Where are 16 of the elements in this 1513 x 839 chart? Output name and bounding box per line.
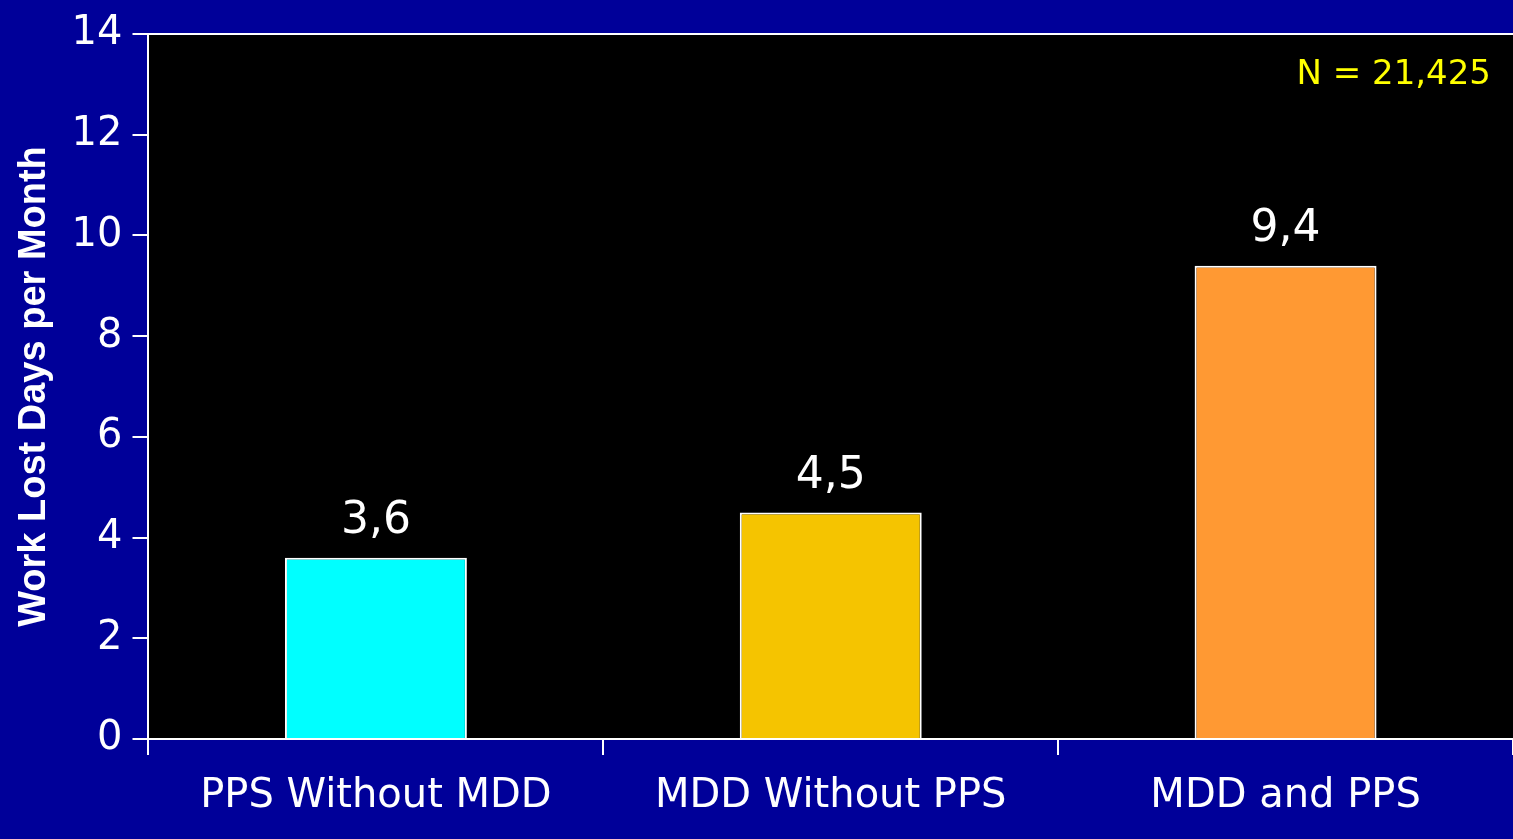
y-tick-label: 6 (97, 410, 123, 457)
y-tick-label: 10 (71, 208, 123, 255)
data-label: 3,6 (340, 492, 411, 544)
x-tick-label: PPS Without MDD (200, 770, 552, 817)
data-label: 4,5 (795, 446, 866, 498)
y-tick-label: 2 (97, 611, 123, 658)
y-tick-label: 0 (97, 712, 123, 759)
y-tick-label: 4 (97, 510, 123, 557)
y-tick-label: 14 (71, 7, 123, 54)
y-tick-label: 12 (71, 108, 123, 155)
x-tick-label: MDD Without PPS (654, 770, 1007, 817)
data-label: 9,4 (1250, 200, 1321, 252)
x-tick-label: MDD and PPS (1150, 770, 1421, 817)
y-axis-title: Work Lost Days per Month (11, 146, 54, 627)
annotation: N = 21,425 (1296, 51, 1491, 92)
y-tick-label: 8 (97, 309, 123, 356)
